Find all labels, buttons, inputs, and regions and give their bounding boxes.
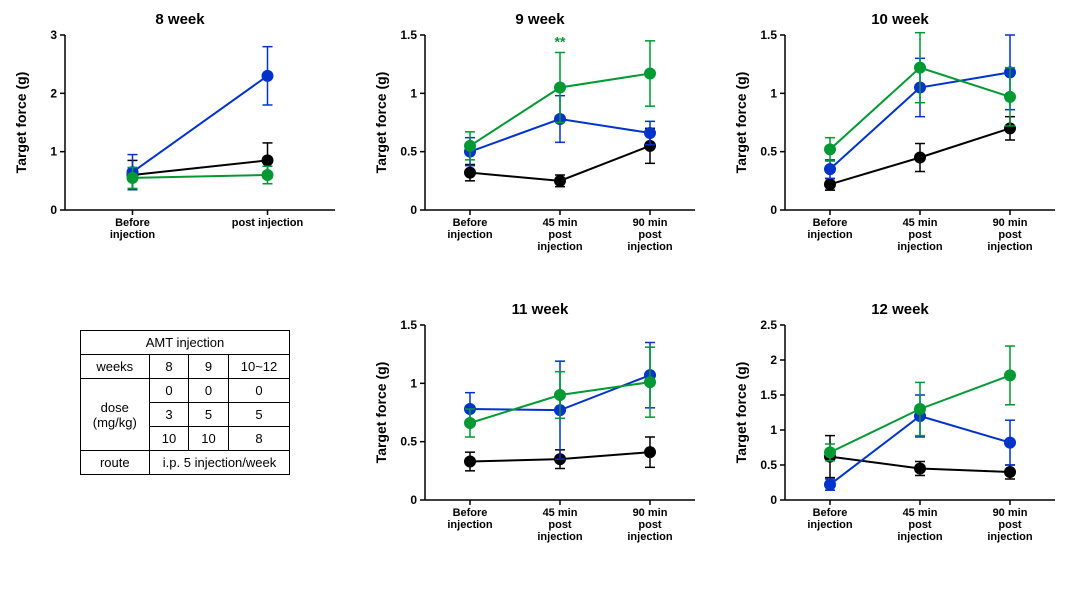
svg-text:0: 0 — [770, 203, 777, 217]
dose-cell: 10 — [189, 427, 228, 451]
svg-text:injection: injection — [537, 531, 583, 543]
svg-text:injection: injection — [987, 241, 1033, 253]
svg-text:1: 1 — [410, 86, 417, 100]
svg-text:1.5: 1.5 — [400, 318, 417, 332]
svg-text:injection: injection — [110, 229, 156, 241]
svg-text:injection: injection — [537, 241, 583, 253]
svg-text:Before: Before — [813, 217, 848, 229]
svg-text:post: post — [908, 229, 932, 241]
svg-text:injection: injection — [897, 241, 943, 253]
route-label: route — [80, 451, 149, 475]
svg-text:injection: injection — [447, 229, 493, 241]
svg-text:Before: Before — [453, 217, 488, 229]
svg-text:Target force (g): Target force (g) — [373, 72, 389, 174]
table-header-cell: 10~12 — [228, 355, 290, 379]
svg-text:injection: injection — [627, 241, 673, 253]
svg-text:1.5: 1.5 — [760, 28, 777, 42]
svg-text:0.5: 0.5 — [400, 145, 417, 159]
svg-text:9 week: 9 week — [515, 11, 565, 28]
svg-text:3: 3 — [50, 28, 57, 42]
svg-text:11 week: 11 week — [512, 301, 569, 318]
svg-text:Before: Before — [453, 507, 488, 519]
amt-injection-table-panel: AMT injectionweeks8910~12dose(mg/kg)0003… — [10, 300, 360, 580]
svg-text:post: post — [638, 519, 662, 531]
svg-text:45 min: 45 min — [543, 217, 578, 229]
svg-text:90 min: 90 min — [993, 217, 1028, 229]
svg-text:1: 1 — [50, 145, 57, 159]
svg-text:post: post — [998, 229, 1022, 241]
svg-text:1.5: 1.5 — [760, 388, 777, 402]
dose-cell: 8 — [228, 427, 290, 451]
svg-text:0.5: 0.5 — [760, 145, 777, 159]
table-title: AMT injection — [80, 331, 290, 355]
dose-label: dose(mg/kg) — [80, 379, 149, 451]
svg-text:post: post — [638, 229, 662, 241]
svg-text:2: 2 — [50, 86, 57, 100]
svg-text:10 week: 10 week — [871, 11, 929, 28]
table-header-cell: 9 — [189, 355, 228, 379]
svg-text:post: post — [908, 519, 932, 531]
svg-text:90 min: 90 min — [633, 217, 668, 229]
svg-text:Target force (g): Target force (g) — [733, 72, 749, 174]
dose-cell: 3 — [149, 403, 188, 427]
svg-text:1: 1 — [410, 376, 417, 390]
svg-text:45 min: 45 min — [903, 507, 938, 519]
svg-text:0: 0 — [770, 493, 777, 507]
svg-text:1: 1 — [770, 86, 777, 100]
chart-11-week: 11 week00.511.5Target force (g)Beforeinj… — [370, 300, 720, 580]
svg-text:**: ** — [555, 34, 566, 50]
svg-text:injection: injection — [897, 531, 943, 543]
dose-cell: 0 — [228, 379, 290, 403]
svg-text:8 week: 8 week — [155, 11, 205, 28]
amt-table: AMT injectionweeks8910~12dose(mg/kg)0003… — [80, 330, 291, 475]
svg-text:post: post — [548, 519, 572, 531]
chart-9-week: 9 week00.511.5Target force (g)Beforeinje… — [370, 10, 720, 290]
svg-text:injection: injection — [807, 229, 853, 241]
svg-text:post: post — [998, 519, 1022, 531]
svg-text:45 min: 45 min — [543, 507, 578, 519]
svg-text:12 week: 12 week — [871, 301, 929, 318]
route-value: i.p. 5 injection/week — [149, 451, 289, 475]
svg-text:Target force (g): Target force (g) — [373, 362, 389, 464]
svg-text:injection: injection — [987, 531, 1033, 543]
table-header-cell: 8 — [149, 355, 188, 379]
svg-text:0: 0 — [50, 203, 57, 217]
svg-text:0: 0 — [410, 493, 417, 507]
svg-text:0.5: 0.5 — [400, 435, 417, 449]
dose-cell: 5 — [228, 403, 290, 427]
svg-text:Target force (g): Target force (g) — [733, 362, 749, 464]
svg-text:1.5: 1.5 — [400, 28, 417, 42]
svg-text:2.5: 2.5 — [760, 318, 777, 332]
svg-text:1: 1 — [770, 423, 777, 437]
svg-text:post injection: post injection — [232, 217, 304, 229]
dose-cell: 5 — [189, 403, 228, 427]
svg-text:2: 2 — [770, 353, 777, 367]
svg-text:Target force (g): Target force (g) — [13, 72, 29, 174]
svg-text:post: post — [548, 229, 572, 241]
dose-cell: 10 — [149, 427, 188, 451]
svg-text:Before: Before — [115, 217, 150, 229]
svg-text:injection: injection — [447, 519, 493, 531]
chart-8-week: 8 week 0 1 2 3 Target force (g) Beforeinjectio… — [10, 10, 360, 290]
svg-text:0.5: 0.5 — [760, 458, 777, 472]
svg-text:Before: Before — [813, 507, 848, 519]
dose-cell: 0 — [189, 379, 228, 403]
chart-10-week: 10 week00.511.5Target force (g)Beforeinj… — [730, 10, 1077, 290]
svg-text:90 min: 90 min — [993, 507, 1028, 519]
svg-text:0: 0 — [410, 203, 417, 217]
table-header-cell: weeks — [80, 355, 149, 379]
svg-text:injection: injection — [627, 531, 673, 543]
svg-text:90 min: 90 min — [633, 507, 668, 519]
svg-text:injection: injection — [807, 519, 853, 531]
dose-cell: 0 — [149, 379, 188, 403]
chart-12-week: 12 week 0 0.5 1 1.5 2 2.5 Target force (g) Befor… — [730, 300, 1077, 580]
svg-text:45 min: 45 min — [903, 217, 938, 229]
